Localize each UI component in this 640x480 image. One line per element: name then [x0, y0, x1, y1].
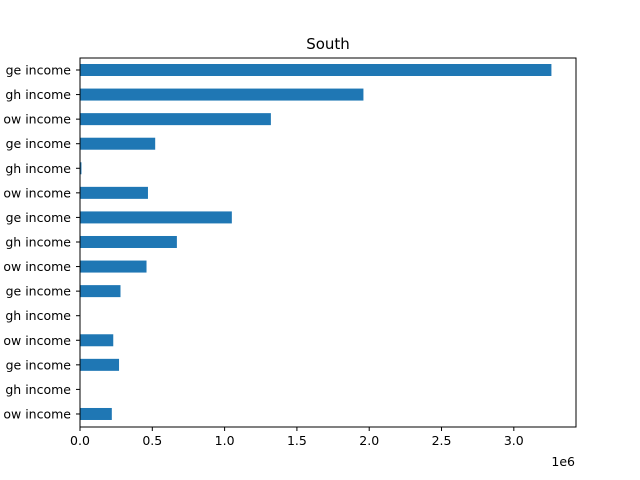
- x-tick-label-3: 1.5: [287, 433, 307, 448]
- bar-0: [80, 64, 552, 76]
- x-axis-ticks: 0.0 0.5 1.0 1.5 2.0 2.5 3.0: [70, 427, 524, 448]
- y-tick-label-10: gh income: [5, 308, 71, 323]
- y-tick-label-3: ge income: [6, 136, 72, 151]
- x-tick-label-0: 0.0: [70, 433, 90, 448]
- y-tick-label-4: gh income: [5, 161, 71, 176]
- x-tick-label-4: 2.0: [359, 433, 379, 448]
- y-tick-label-5: ow income: [3, 185, 71, 200]
- bar-9: [80, 285, 121, 298]
- bar-2: [80, 113, 271, 126]
- bar-4: [80, 162, 82, 175]
- y-tick-label-12: ge income: [6, 357, 72, 372]
- bar-3: [80, 137, 156, 150]
- bar-7: [80, 235, 177, 248]
- x-tick-label-6: 3.0: [504, 433, 524, 448]
- bars-group: [80, 64, 552, 420]
- y-tick-label-14: ow income: [3, 406, 71, 421]
- y-axis-ticks: ge income gh income ow income ge income gh i…: [3, 63, 80, 421]
- bar-8: [80, 260, 147, 273]
- y-tick-label-1: gh income: [5, 87, 71, 102]
- y-tick-label-11: ow income: [3, 333, 71, 348]
- bar-14: [80, 407, 112, 420]
- y-tick-label-7: gh income: [5, 234, 71, 249]
- y-tick-label-9: ge income: [6, 284, 72, 299]
- x-axis-offset-label: 1e6: [551, 454, 575, 469]
- bar-5: [80, 186, 148, 199]
- x-tick-label-5: 2.5: [432, 433, 452, 448]
- chart-title: South: [306, 35, 350, 53]
- y-tick-label-13: gh income: [5, 382, 71, 397]
- plot-frame: [79, 57, 577, 428]
- x-tick-label-2: 1.0: [215, 433, 235, 448]
- bar-12: [80, 358, 120, 371]
- y-tick-label-2: ow income: [3, 112, 71, 127]
- bar-6: [80, 211, 232, 224]
- y-tick-label-0: ge income: [6, 63, 72, 78]
- y-tick-label-6: ge income: [6, 210, 72, 225]
- x-tick-label-1: 0.5: [142, 433, 162, 448]
- y-tick-label-8: ow income: [3, 259, 71, 274]
- bar-11: [80, 334, 114, 347]
- bar-1: [80, 88, 364, 101]
